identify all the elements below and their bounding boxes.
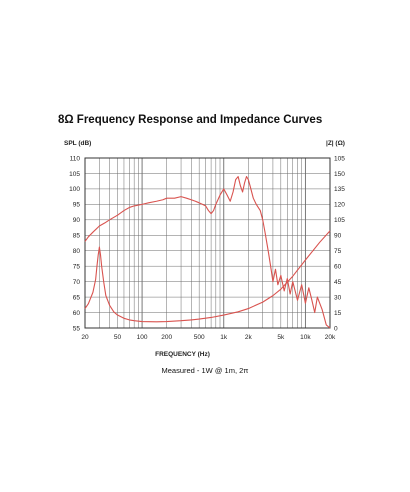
y-left-tick-labels: 110 105 100 95 90 85 80 75 70 65 60 55 [69,155,80,332]
x-tick-label: 10k [300,334,311,341]
y-right-tick-label: 75 [334,248,342,255]
y-right-tick-label: 15 [334,310,342,317]
plot-border [84,157,331,329]
y-right-tick-label: 105 [334,217,345,224]
grid [84,157,331,329]
x-tick-label: 200 [161,334,172,341]
y-right-tick-label: 0 [334,325,338,332]
y-left-tick-label: 60 [73,310,81,317]
y-right-tick-label: 120 [334,202,345,209]
x-tick-label: 5k [277,334,285,341]
x-tick-label: 20k [325,334,336,341]
spl-curve [84,176,331,329]
y-left-tick-label: 75 [73,263,81,270]
x-tick-label: 20 [81,334,89,341]
x-tick-labels: 20 50 100 200 500 1k 2k 5k 10k 20k [81,334,336,341]
y-axis-label-right: |Z| (Ω) [326,140,345,147]
y-left-tick-label: 65 [73,294,81,301]
x-tick-label: 1k [220,334,228,341]
x-tick-label: 50 [114,334,122,341]
y-right-tick-label: 30 [334,294,342,301]
y-right-tick-label: 90 [334,233,342,240]
chart-title: 8Ω Frequency Response and Impedance Curv… [58,114,323,126]
y-right-tick-label: 105 [334,155,345,162]
y-left-tick-label: 85 [73,233,81,240]
x-tick-label: 100 [137,334,148,341]
y-right-tick-label: 60 [334,263,342,270]
y-left-tick-label: 105 [69,171,80,178]
x-tick-label: 500 [194,334,205,341]
impedance-curve [84,230,331,323]
y-left-tick-label: 90 [73,217,81,224]
x-tick-label: 2k [245,334,253,341]
y-axis-label-left: SPL (dB) [64,140,91,147]
y-right-tick-label: 45 [334,279,342,286]
y-left-tick-label: 55 [73,325,81,332]
y-right-tick-label: 135 [334,186,345,193]
y-left-tick-label: 110 [70,155,81,162]
series [84,176,331,329]
y-left-tick-label: 95 [73,202,81,209]
x-axis-label: FREQUENCY (Hz) [155,351,210,358]
measurement-note: Measured - 1W @ 1m, 2π [161,366,249,375]
y-right-tick-label: 150 [334,171,345,178]
y-left-tick-label: 70 [73,279,81,286]
plot-frame [84,157,331,329]
y-left-tick-label: 100 [69,186,80,193]
y-left-tick-label: 80 [73,248,81,255]
